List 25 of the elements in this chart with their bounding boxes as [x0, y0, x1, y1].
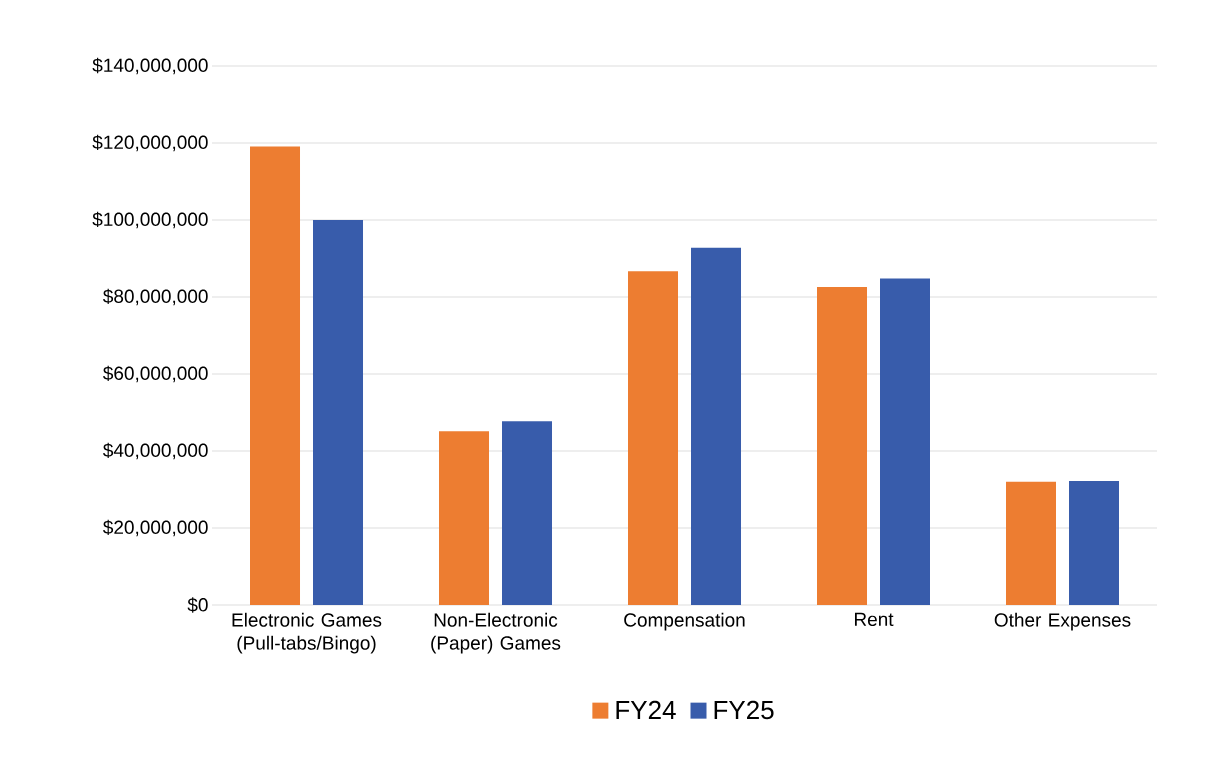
x-tick-label: Non-Electronic (Paper) Games — [431, 612, 561, 654]
x-tick-label: Other Expenses — [994, 612, 1131, 631]
x-tick-label: Electronic Games (Pull-tabs/Bingo) — [232, 612, 382, 654]
bar — [313, 219, 364, 605]
bar — [691, 247, 741, 605]
bar — [502, 421, 552, 605]
y-tick-label: $40,000,000 — [103, 442, 208, 460]
y-tick-label: $80,000,000 — [103, 288, 208, 306]
legend-label: FY24 — [616, 700, 676, 719]
bar — [250, 146, 301, 605]
y-tick-label: $20,000,000 — [103, 519, 208, 537]
legend-label: FY25 — [714, 700, 774, 720]
x-tick-label: Rent — [854, 612, 894, 627]
y-tick-label: $0 — [187, 597, 208, 613]
y-tick-label: $60,000,000 — [103, 365, 208, 383]
y-tick-label: $100,000,000 — [92, 211, 208, 229]
bar — [439, 431, 490, 605]
bar — [880, 278, 930, 605]
bar — [628, 271, 678, 605]
x-tick-label: Compensation — [624, 612, 745, 631]
bar — [817, 286, 867, 605]
y-tick-label: $120,000,000 — [92, 134, 208, 152]
bar — [1006, 481, 1056, 605]
y-tick-label: $140,000,000 — [92, 57, 208, 75]
bar — [1069, 481, 1119, 605]
